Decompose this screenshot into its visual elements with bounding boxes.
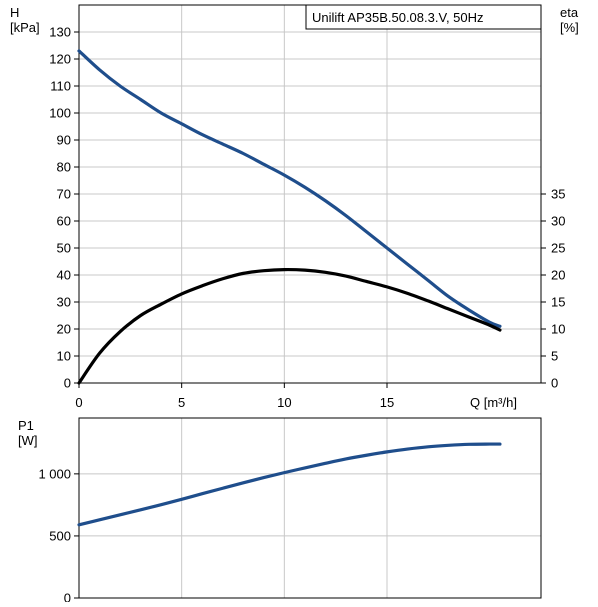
right-tick-label: 30	[551, 214, 565, 229]
x-axis-label: Q [m³/h]	[470, 395, 517, 410]
power-tick-label: 0	[64, 591, 71, 603]
x-tick-label: 0	[75, 395, 82, 410]
x-tick-label: 10	[277, 395, 291, 410]
left-tick-label: 10	[57, 349, 71, 364]
left-tick-label: 90	[57, 133, 71, 148]
right-tick-label: 0	[551, 376, 558, 391]
left-tick-label: 130	[49, 25, 71, 40]
right-tick-label: 15	[551, 295, 565, 310]
power-axis-ticks: 0 500 1 000	[38, 466, 79, 606]
left-tick-label: 100	[49, 106, 71, 121]
power-tick-label: 1 000	[38, 466, 71, 481]
x-tick-label: 5	[178, 395, 185, 410]
left-tick-label: 60	[57, 214, 71, 229]
bottom-plot-frame	[78, 417, 542, 599]
right-tick-label: 5	[551, 349, 558, 364]
x-tick-label: 15	[380, 395, 394, 410]
right-axis-label-line2: [%]	[560, 20, 579, 35]
right-tick-label: 10	[551, 322, 565, 337]
head-efficiency-chart: Unilift AP35B.50.08.3.V, 50Hz H [kPa] et…	[10, 4, 579, 410]
left-tick-label: 30	[57, 295, 71, 310]
left-tick-label: 80	[57, 160, 71, 175]
power-chart: P1 [W] 0 500 1 000	[18, 417, 542, 606]
right-tick-label: 25	[551, 241, 565, 256]
left-tick-label: 70	[57, 187, 71, 202]
top-grid	[79, 5, 541, 383]
left-tick-label: 20	[57, 322, 71, 337]
left-tick-label: 50	[57, 241, 71, 256]
chart-title: Unilift AP35B.50.08.3.V, 50Hz	[312, 10, 484, 25]
left-axis-ticks: 0 10 20 30 40 50 60 70 80 90 100 110 120 130	[49, 25, 79, 391]
power-axis-label-line2: [W]	[18, 433, 38, 448]
bottom-grid	[79, 418, 541, 598]
right-tick-label: 20	[551, 268, 565, 283]
power-curve-line	[77, 442, 502, 527]
left-axis-label-line2: [kPa]	[10, 20, 40, 35]
bottom-series-group	[77, 442, 502, 527]
efficiency-curve-line	[77, 267, 502, 385]
left-tick-label: 120	[49, 52, 71, 67]
right-axis-ticks: 0 5 10 15 20 25 30 35	[541, 187, 565, 391]
power-axis-label-line1: P1	[18, 418, 34, 433]
left-tick-label: 0	[64, 376, 71, 391]
right-axis-label-line1: eta	[560, 5, 579, 20]
x-axis-ticks: 0 5 10 15	[75, 383, 394, 410]
left-tick-label: 110	[50, 79, 71, 94]
power-tick-label: 500	[49, 528, 71, 543]
head-curve-line	[77, 49, 502, 328]
left-tick-label: 40	[57, 268, 71, 283]
right-tick-label: 35	[551, 187, 565, 202]
top-series-group	[77, 49, 502, 385]
title-box-frame	[305, 4, 542, 30]
chart-title-box: Unilift AP35B.50.08.3.V, 50Hz	[305, 4, 542, 30]
left-axis-label-line1: H	[10, 5, 19, 20]
